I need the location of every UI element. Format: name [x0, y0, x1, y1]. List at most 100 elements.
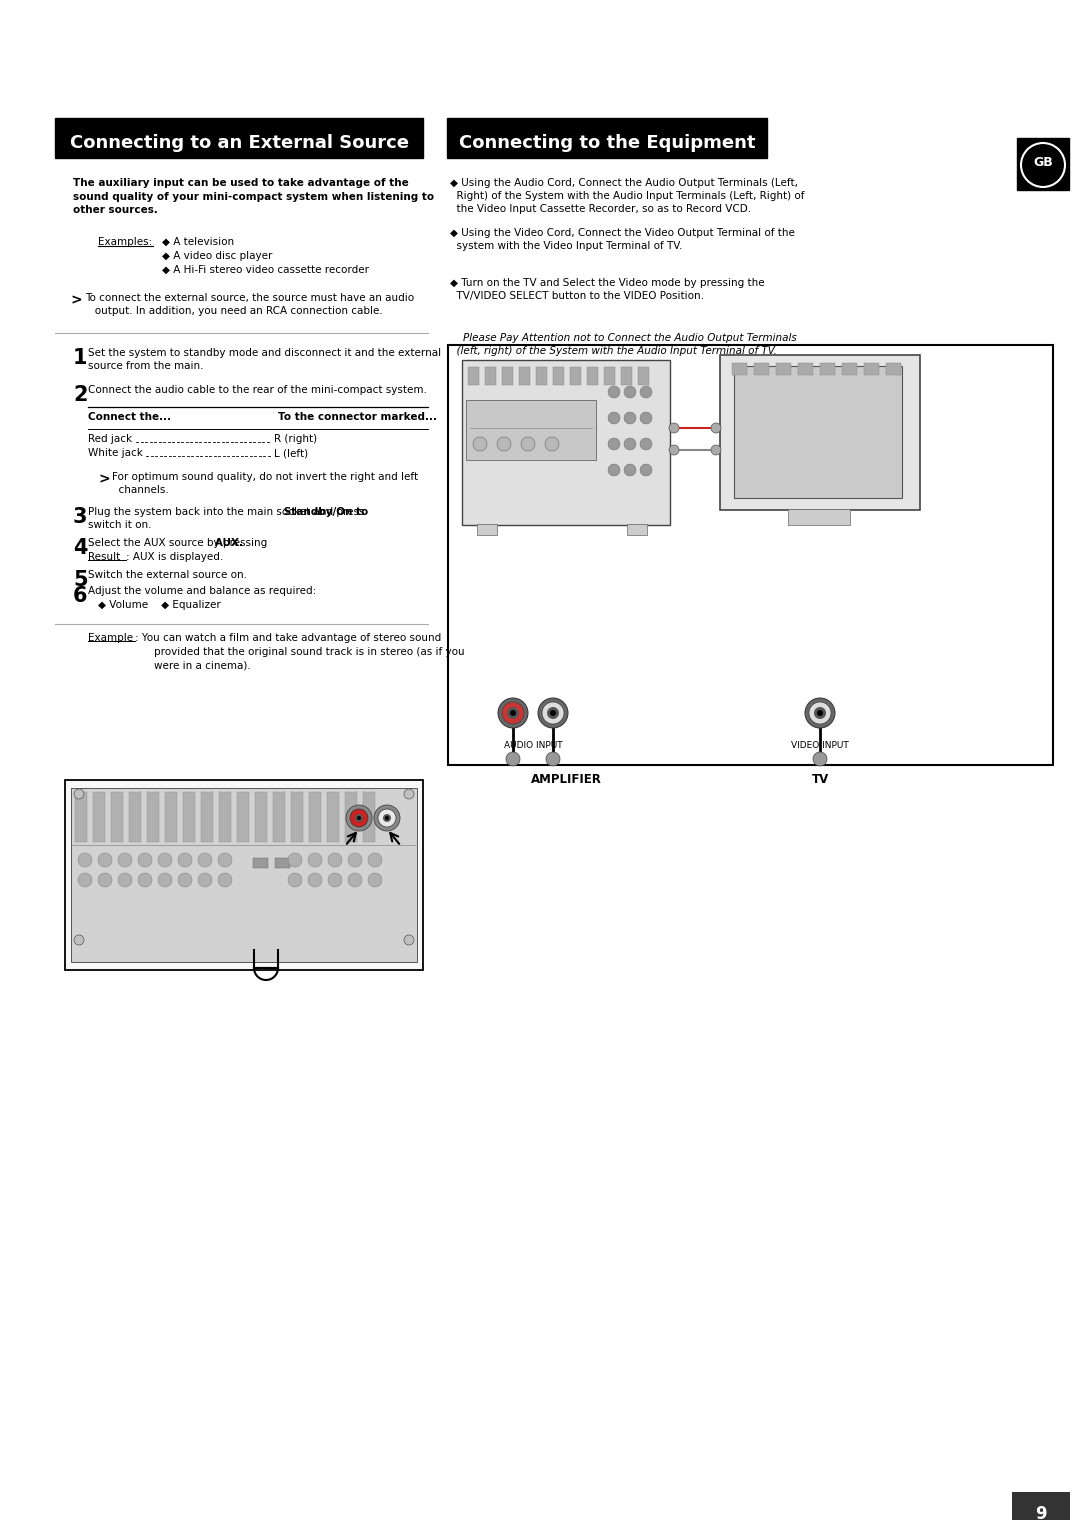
Circle shape: [669, 445, 679, 455]
Text: Connecting to the Equipment: Connecting to the Equipment: [459, 134, 755, 151]
Text: R: R: [510, 753, 516, 762]
Bar: [65, 779, 423, 970]
Text: Example: Example: [87, 633, 133, 643]
Bar: [588, 367, 598, 385]
Text: Examples:: Examples:: [98, 237, 152, 248]
Circle shape: [198, 872, 212, 886]
Circle shape: [350, 808, 368, 827]
Text: To connect the external source, the source must have an audio
   output. In addi: To connect the external source, the sour…: [85, 293, 414, 316]
Bar: [275, 859, 291, 868]
Bar: [820, 364, 835, 374]
Circle shape: [368, 853, 382, 866]
Circle shape: [384, 816, 389, 821]
Circle shape: [328, 853, 342, 866]
Circle shape: [78, 872, 92, 886]
Bar: [842, 364, 858, 374]
Text: Switch the external source on.: Switch the external source on.: [87, 570, 247, 581]
Circle shape: [550, 711, 556, 717]
Circle shape: [378, 808, 396, 827]
Circle shape: [608, 439, 620, 451]
Circle shape: [813, 752, 827, 766]
Text: Result: Result: [87, 552, 120, 562]
Bar: [448, 345, 1053, 766]
Circle shape: [138, 872, 152, 886]
Text: VIDEO INPUT: VIDEO INPUT: [792, 741, 849, 750]
Bar: [75, 792, 87, 842]
Circle shape: [328, 872, 342, 886]
Text: White jack: White jack: [87, 448, 143, 458]
Text: Connecting to an External Source: Connecting to an External Source: [69, 134, 408, 151]
Text: Connect the...: Connect the...: [87, 413, 171, 422]
Circle shape: [608, 413, 620, 423]
Circle shape: [711, 445, 721, 455]
Bar: [291, 792, 303, 842]
Bar: [129, 792, 141, 842]
Bar: [447, 118, 767, 157]
Circle shape: [624, 413, 636, 423]
Circle shape: [158, 853, 172, 866]
Circle shape: [608, 465, 620, 477]
Circle shape: [374, 805, 400, 831]
Bar: [777, 364, 791, 374]
Text: R (right): R (right): [274, 434, 318, 445]
Circle shape: [816, 711, 823, 717]
Bar: [253, 859, 268, 868]
Text: ◆ A television: ◆ A television: [162, 237, 234, 248]
Text: 9: 9: [1036, 1505, 1047, 1523]
Text: For optimum sound quality, do not invert the right and left
  channels.: For optimum sound quality, do not invert…: [112, 472, 418, 495]
Circle shape: [138, 853, 152, 866]
Bar: [468, 367, 480, 385]
Text: ◆ A Hi-Fi stereo video cassette recorder: ◆ A Hi-Fi stereo video cassette recorder: [162, 264, 369, 275]
Bar: [536, 367, 546, 385]
Text: 5: 5: [73, 570, 87, 590]
Bar: [273, 792, 285, 842]
Circle shape: [348, 853, 362, 866]
Circle shape: [640, 387, 652, 397]
Text: ◆ Volume    ◆ Equalizer: ◆ Volume ◆ Equalizer: [98, 601, 220, 610]
Circle shape: [118, 872, 132, 886]
Bar: [638, 367, 649, 385]
Circle shape: [75, 788, 84, 799]
Text: >: >: [98, 472, 110, 486]
Circle shape: [608, 387, 620, 397]
Bar: [165, 792, 177, 842]
Bar: [147, 792, 159, 842]
Circle shape: [75, 935, 84, 944]
Circle shape: [669, 423, 679, 432]
Circle shape: [357, 816, 361, 821]
Circle shape: [308, 872, 322, 886]
Circle shape: [809, 701, 831, 724]
Bar: [327, 792, 339, 842]
Bar: [477, 524, 497, 535]
Circle shape: [640, 413, 652, 423]
Bar: [255, 792, 267, 842]
Circle shape: [546, 707, 559, 720]
Bar: [111, 792, 123, 842]
Text: ◆ A video disc player: ◆ A video disc player: [162, 251, 272, 261]
Text: were in a cinema).: were in a cinema).: [154, 662, 251, 671]
Text: : You can watch a film and take advantage of stereo sound: : You can watch a film and take advantag…: [135, 633, 442, 643]
Circle shape: [640, 465, 652, 477]
Circle shape: [383, 814, 391, 822]
Circle shape: [510, 711, 516, 717]
Text: : AUX is displayed.: : AUX is displayed.: [126, 552, 224, 562]
Text: L (left): L (left): [274, 448, 308, 458]
Text: switch it on.: switch it on.: [87, 520, 151, 530]
Circle shape: [542, 701, 564, 724]
Bar: [485, 367, 496, 385]
Text: 1: 1: [73, 348, 87, 368]
Circle shape: [624, 387, 636, 397]
Circle shape: [178, 872, 192, 886]
Text: TV: TV: [811, 773, 828, 785]
Circle shape: [538, 698, 568, 727]
Bar: [604, 367, 615, 385]
Circle shape: [502, 701, 524, 724]
Bar: [363, 792, 375, 842]
Text: ◆ Turn on the TV and Select the Video mode by pressing the
  TV/VIDEO SELECT but: ◆ Turn on the TV and Select the Video mo…: [450, 278, 765, 301]
Text: Red jack: Red jack: [87, 434, 132, 445]
Circle shape: [507, 707, 519, 720]
Circle shape: [805, 698, 835, 727]
Circle shape: [98, 853, 112, 866]
Circle shape: [368, 872, 382, 886]
Circle shape: [218, 872, 232, 886]
